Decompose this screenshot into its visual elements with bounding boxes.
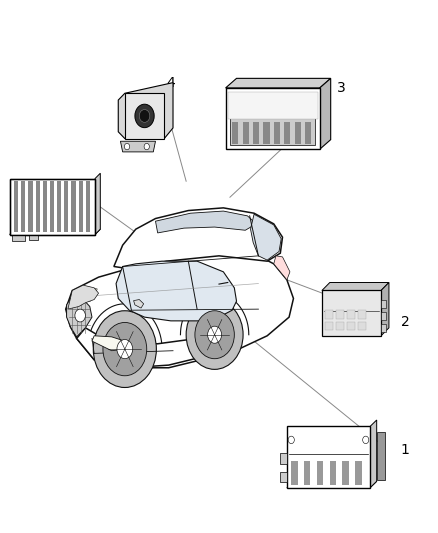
Bar — [336, 310, 344, 319]
Circle shape — [288, 436, 294, 443]
Bar — [358, 310, 366, 319]
Bar — [78, 181, 83, 232]
Polygon shape — [67, 296, 92, 337]
Polygon shape — [95, 173, 100, 235]
Bar — [336, 322, 344, 330]
Bar — [21, 181, 25, 232]
Bar — [358, 322, 366, 330]
Bar — [64, 181, 68, 232]
Bar — [347, 322, 355, 330]
Polygon shape — [381, 282, 389, 336]
Bar — [125, 93, 164, 139]
Circle shape — [117, 340, 133, 359]
Bar — [343, 461, 349, 485]
Circle shape — [195, 311, 234, 359]
Bar — [253, 123, 259, 144]
Bar — [86, 181, 90, 232]
Polygon shape — [87, 288, 97, 294]
Text: 4: 4 — [166, 76, 175, 90]
Bar — [304, 461, 311, 485]
Bar — [377, 432, 385, 480]
Bar — [280, 453, 287, 464]
Bar — [10, 179, 95, 235]
Bar — [381, 324, 386, 332]
Polygon shape — [226, 78, 331, 88]
Bar — [29, 235, 38, 240]
Bar — [322, 290, 381, 336]
Polygon shape — [251, 214, 281, 260]
Bar — [35, 181, 40, 232]
Text: 2: 2 — [401, 316, 410, 329]
Bar — [274, 123, 280, 144]
Circle shape — [363, 436, 369, 443]
Polygon shape — [10, 229, 100, 235]
Bar — [381, 312, 386, 320]
Bar — [232, 123, 238, 144]
Polygon shape — [370, 420, 377, 488]
Bar — [325, 310, 333, 319]
Text: 3: 3 — [337, 81, 346, 95]
Bar — [230, 117, 315, 145]
Circle shape — [144, 143, 149, 150]
Bar — [287, 426, 370, 488]
Bar — [12, 235, 25, 241]
Circle shape — [93, 311, 156, 387]
Polygon shape — [134, 300, 144, 308]
Polygon shape — [274, 256, 290, 280]
Bar — [243, 123, 249, 144]
Bar — [317, 461, 323, 485]
Circle shape — [135, 104, 154, 128]
Bar — [305, 123, 311, 144]
Polygon shape — [120, 141, 155, 152]
Polygon shape — [116, 261, 237, 321]
Bar — [381, 300, 386, 308]
Polygon shape — [92, 336, 125, 351]
Bar — [325, 322, 333, 330]
Polygon shape — [66, 253, 293, 368]
Bar — [347, 310, 355, 319]
Bar — [71, 181, 76, 232]
Bar — [355, 461, 361, 485]
Polygon shape — [155, 211, 256, 233]
Circle shape — [208, 326, 222, 343]
Polygon shape — [77, 328, 210, 368]
Bar — [330, 461, 336, 485]
Bar — [280, 472, 287, 482]
Bar — [42, 181, 47, 232]
Bar — [295, 123, 301, 144]
Bar — [50, 181, 54, 232]
Bar — [284, 123, 290, 144]
Bar — [291, 461, 298, 485]
Text: 1: 1 — [401, 443, 410, 457]
Bar — [228, 92, 318, 119]
Text: 5: 5 — [21, 193, 30, 207]
Bar — [14, 181, 18, 232]
Circle shape — [75, 309, 85, 322]
Polygon shape — [320, 78, 331, 149]
Bar — [10, 179, 95, 235]
Circle shape — [124, 143, 130, 150]
Polygon shape — [114, 208, 283, 269]
Bar — [57, 181, 61, 232]
Circle shape — [103, 322, 147, 376]
Polygon shape — [118, 83, 173, 139]
Bar — [263, 123, 269, 144]
Polygon shape — [322, 282, 389, 290]
Bar — [226, 88, 320, 149]
Circle shape — [139, 110, 150, 123]
Polygon shape — [287, 481, 377, 488]
Circle shape — [186, 300, 243, 369]
Polygon shape — [68, 285, 99, 309]
Bar — [28, 181, 33, 232]
